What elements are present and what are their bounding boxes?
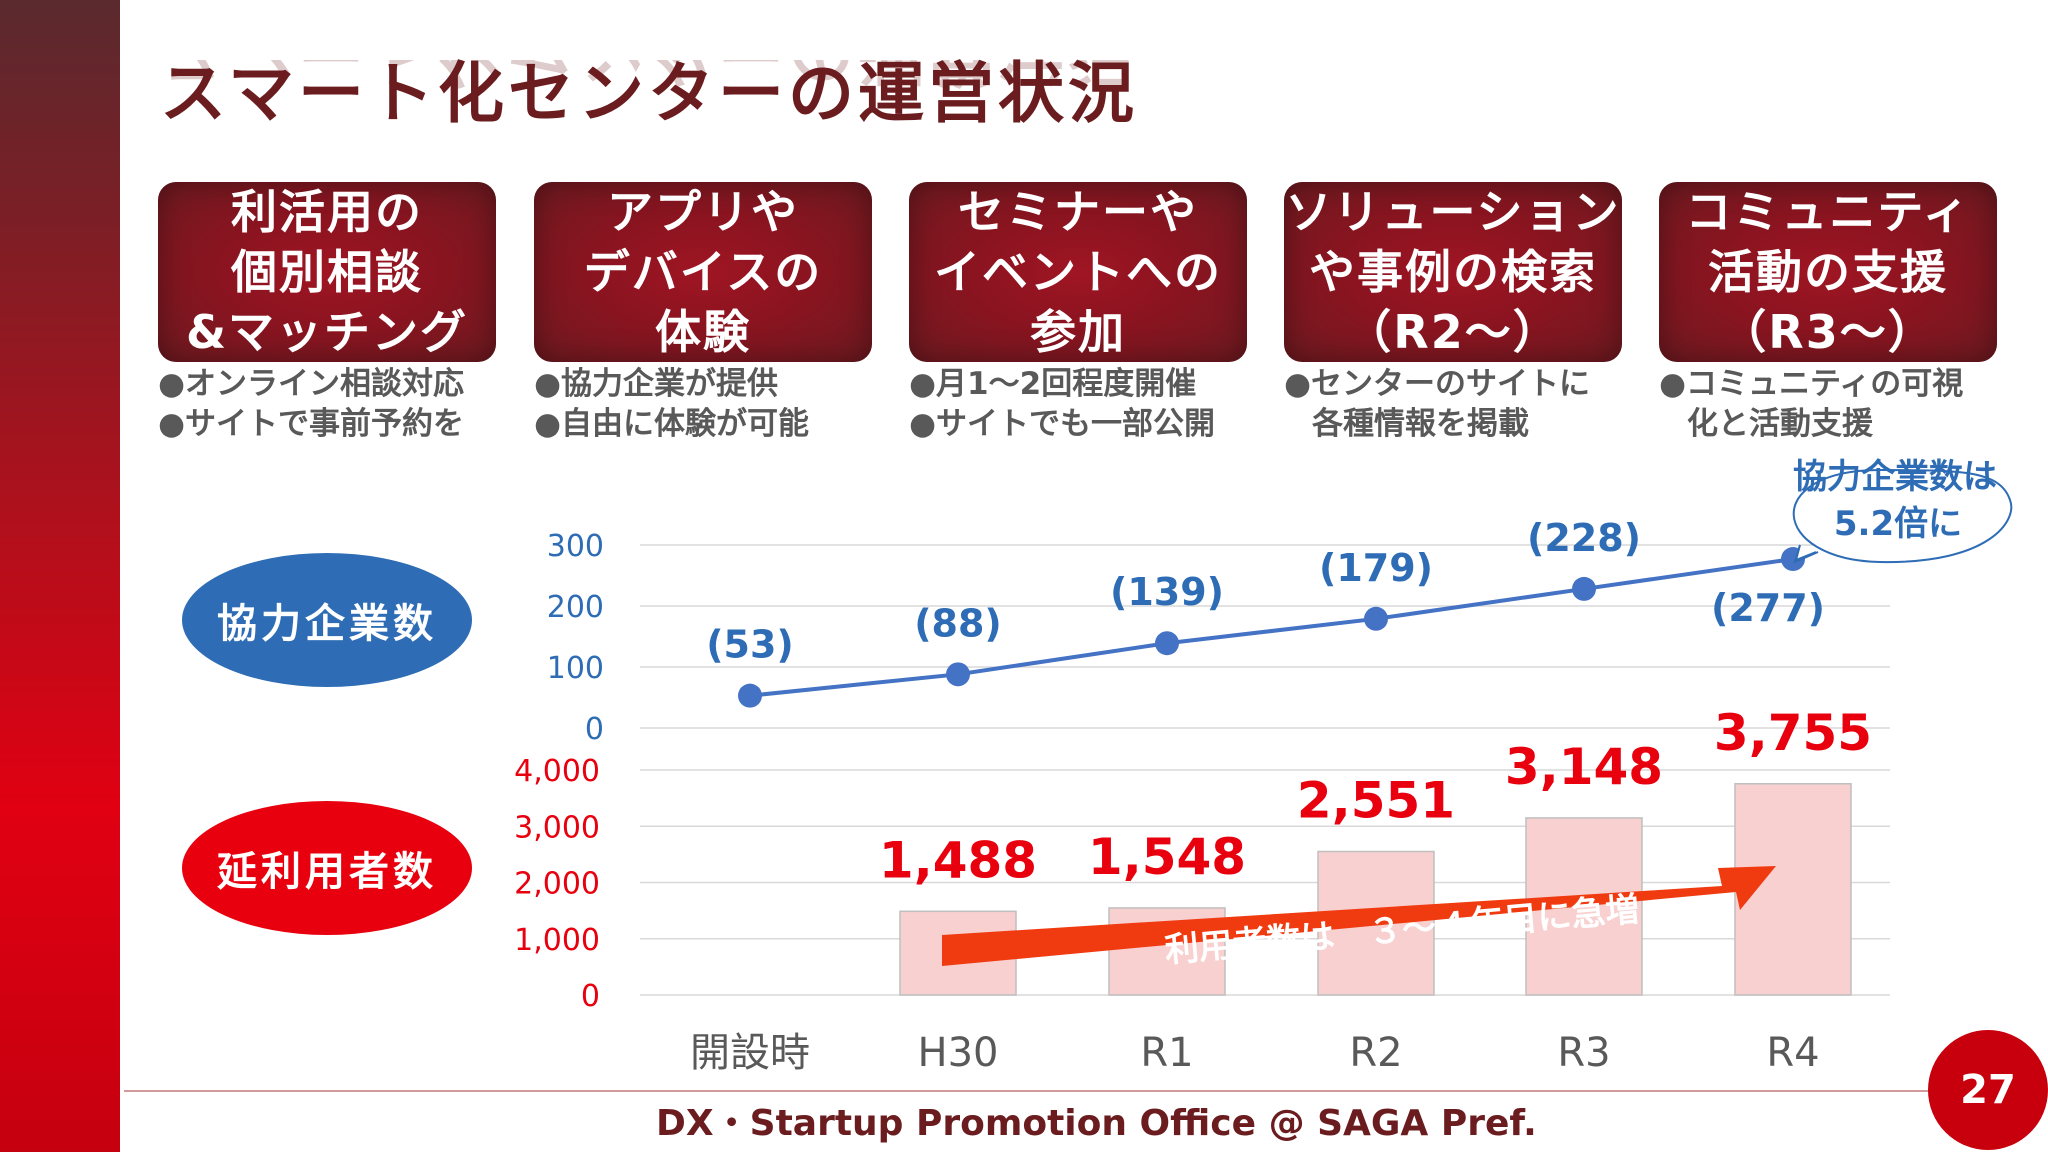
companies-point-H30: [946, 662, 970, 687]
bar-value-label: 1,548: [1088, 828, 1246, 886]
service-line: 活動の支援: [1708, 245, 1948, 299]
desc-line: ●サイトで事前予約を: [158, 406, 465, 442]
line-ytick-label: 300: [547, 529, 604, 564]
callout-line2: 5.2倍に: [1834, 504, 1962, 544]
desc-line: 各種情報を掲載: [1312, 406, 1529, 442]
x-axis-label: R3: [1557, 1030, 1610, 1076]
bar-value-label: 1,488: [879, 831, 1037, 889]
x-axis-label: H30: [918, 1030, 999, 1076]
bar-value-label: 2,551: [1297, 772, 1455, 830]
service-box-consultation: 利活用の 個別相談 &マッチング: [158, 182, 496, 362]
legend-companies: 協力企業数: [182, 553, 472, 687]
desc-line: ●月1～2回程度開催: [909, 366, 1197, 402]
x-axis-label: 開設時: [690, 1030, 810, 1076]
x-axis-label: R4: [1766, 1030, 1819, 1076]
service-line: セミナーや: [958, 185, 1198, 239]
bar-chart-gridlines: [640, 769, 1890, 996]
bar-ytick-label: 4,000: [514, 754, 600, 789]
service-box-solution-search: ソリューション や事例の検索 （R2～）: [1284, 182, 1622, 362]
service-line: イベントへの: [934, 245, 1222, 299]
service-box-device-experience: アプリや デバイスの 体験: [534, 182, 872, 362]
line-ytick-label: 200: [547, 590, 604, 625]
service-desc-seminar: ●月1～2回程度開催 ●サイトでも一部公開: [909, 364, 1269, 444]
desc-line: ●センターのサイトに: [1284, 366, 1591, 402]
line-series: (53) (88) (139) (179) (228) (277): [706, 516, 1825, 708]
callout-line1: 協力企業数は: [1793, 457, 1997, 497]
desc-line: ●コミュニティの可視: [1659, 366, 1964, 402]
companies-point-R1: [1155, 631, 1179, 656]
callout-bubble: 協力企業数は 5.2倍に: [1792, 457, 2013, 564]
line-chart-yticks: 0 100 200 300: [547, 529, 604, 747]
x-axis-label: R2: [1349, 1030, 1402, 1076]
service-desc-device-experience: ●協力企業が提供 ●自由に体験が可能: [534, 364, 894, 444]
line-chart-gridlines: [640, 544, 1890, 729]
service-desc-solution-search: ●センターのサイトに 各種情報を掲載: [1284, 364, 1644, 444]
desc-line: ●オンライン相談対応: [158, 366, 465, 402]
companies-value-label: (139): [1110, 570, 1224, 614]
companies-value-label: (88): [914, 601, 1002, 645]
growth-arrow-shape: [942, 866, 1776, 966]
bar-chart-yticks: 0 1,000 2,000 3,000 4,000: [514, 754, 600, 1014]
x-axis-label: R1: [1140, 1030, 1193, 1076]
service-line: コミュニティ: [1685, 185, 1971, 239]
companies-point-開設時: [738, 683, 762, 708]
companies-value-label: (53): [706, 623, 794, 667]
desc-line: ●サイトでも一部公開: [909, 406, 1216, 442]
page-title: スマート化センターの運営状況: [160, 55, 1139, 132]
bar-value-label: 3,755: [1714, 704, 1872, 762]
service-line: 参加: [1030, 305, 1126, 359]
service-box-seminar: セミナーや イベントへの 参加: [909, 182, 1247, 362]
desc-line: ●自由に体験が可能: [534, 406, 810, 442]
bar-ytick-label: 2,000: [514, 867, 600, 902]
left-accent-bar: [0, 0, 120, 1152]
companies-point-R3: [1572, 576, 1596, 601]
service-line: デバイスの: [583, 245, 823, 299]
page-number: 27: [1928, 1030, 2048, 1150]
bar-ytick-label: 1,000: [514, 923, 600, 958]
service-desc-consultation: ●オンライン相談対応 ●サイトで事前予約を: [158, 364, 518, 444]
service-line: （R2～）: [1345, 305, 1561, 359]
bar-ytick-label: 3,000: [514, 810, 600, 845]
companies-value-label: (228): [1527, 516, 1641, 560]
service-line: 個別相談: [231, 245, 423, 299]
service-desc-community: ●コミュニティの可視 化と活動支援: [1659, 364, 2019, 444]
line-ytick-label: 0: [585, 712, 604, 747]
bar-value-label: 3,148: [1505, 738, 1663, 796]
service-line: や事例の検索: [1309, 245, 1597, 299]
desc-line: ●協力企業が提供: [534, 366, 779, 402]
service-line: 利活用の: [231, 185, 423, 239]
companies-point-R2: [1364, 606, 1388, 631]
footer-text: DX・Startup Promotion Office @ SAGA Pref.: [656, 1103, 1537, 1144]
line-ytick-label: 100: [547, 651, 604, 686]
callout-bubble-tail: [1794, 544, 1817, 562]
x-axis-labels: 開設時 H30 R1 R2 R3 R4: [690, 1030, 1820, 1076]
desc-line: 化と活動支援: [1687, 406, 1873, 442]
service-box-community: コミュニティ 活動の支援 （R3～）: [1659, 182, 1997, 362]
companies-value-label: (277): [1711, 586, 1825, 630]
companies-line: [749, 557, 1794, 698]
bar-ytick-label: 0: [581, 979, 600, 1014]
service-line: &マッチング: [185, 305, 469, 359]
footer-divider: [124, 1090, 1944, 1092]
service-line: 体験: [655, 305, 751, 359]
legend-users: 延利用者数: [182, 801, 472, 935]
service-line: アプリや: [607, 185, 799, 239]
service-line: （R3～）: [1720, 305, 1936, 359]
companies-value-label: (179): [1319, 546, 1433, 590]
service-line: ソリューション: [1285, 185, 1621, 239]
